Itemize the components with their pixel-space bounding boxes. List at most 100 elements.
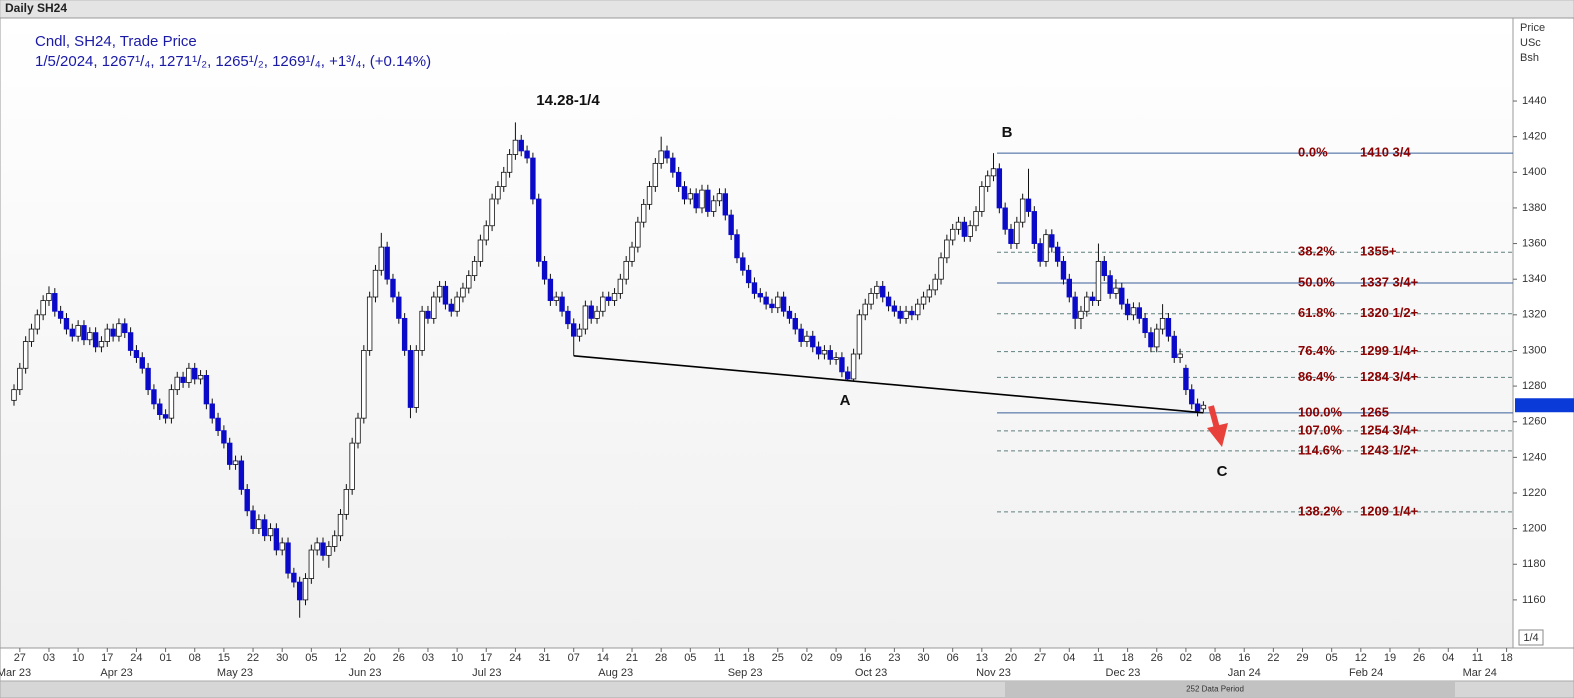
candle-body [681,186,688,200]
candle-body [454,296,460,312]
zoom-label[interactable]: 1/4 [1523,632,1538,644]
candle-body [646,186,653,205]
x-tick-label: 05 [684,652,696,664]
candle-body [250,510,256,530]
fib-value: 1243 1/2+ [1360,442,1419,457]
candle-body [52,293,58,312]
candle-body [442,285,449,305]
candle-body [588,305,594,319]
candle-body [1154,328,1160,348]
candle-body [238,460,245,490]
candle-body [1072,296,1078,319]
candle-body [1183,367,1189,391]
x-tick-label: 18 [743,652,755,664]
candle-body [530,157,536,200]
candle-body [75,325,81,337]
legend-line: Cndl, SH24, Trade Price [35,33,197,50]
candle-body [518,139,524,152]
candle-body [326,546,332,556]
annotation: C [1217,463,1228,480]
candle-body [932,278,938,291]
candle-body [821,350,828,355]
candle-body [955,221,962,230]
fib-percent: 114.6% [1298,442,1342,457]
x-tick-label: 17 [480,652,492,664]
candle-body [547,278,554,301]
candle-body [1043,234,1049,262]
candle-body [331,535,338,547]
candle-body [460,287,466,298]
candle-body [675,171,682,187]
x-tick-label: 01 [159,652,171,664]
candle-body [197,375,204,380]
x-tick-label: 12 [334,652,346,664]
candle-body [745,269,752,284]
candle-body [699,189,705,209]
candle-body [1124,303,1131,316]
candle-body [98,341,105,348]
y-tick-label: 1160 [1522,594,1546,606]
candle-body [984,175,991,187]
candle-body [168,389,175,419]
x-tick-label: 26 [1413,652,1425,664]
x-tick-label: 02 [1180,652,1192,664]
fib-value: 1355+ [1360,244,1397,259]
x-tick-label: 07 [568,652,580,664]
candle-body [961,221,968,237]
y-tick-label: 1420 [1522,131,1546,143]
candle-body [786,310,793,319]
candle-body [693,193,699,209]
month-label: Apr 23 [100,667,132,679]
candle-body [192,367,198,380]
candle-body [355,417,361,444]
candle-body [186,367,192,383]
candle-body [553,296,559,301]
candle-body [909,310,915,316]
candle-body [436,285,443,298]
month-label: Oct 23 [855,667,887,679]
candle-body [915,303,921,316]
candle-body [244,489,250,512]
candle-body [57,310,64,319]
candle-body [885,296,892,307]
candle-body [833,357,839,360]
zoom-box[interactable] [1518,629,1544,646]
month-label: Jun 23 [348,667,381,679]
candle-body [104,328,110,342]
x-tick-label: 11 [1093,652,1104,664]
candle-body [792,317,798,330]
x-tick-label: 29 [1296,652,1308,664]
candle-body [967,225,973,237]
candle-body [769,303,775,309]
candle-body [1177,353,1183,358]
x-tick-label: 19 [1384,652,1396,664]
candle-body [670,157,676,173]
candle-body [1002,207,1008,230]
y-tick-label: 1320 [1522,309,1546,321]
candle-body [839,357,845,373]
candle-body [605,296,612,301]
x-tick-label: 23 [888,652,900,664]
candle-body [780,296,787,312]
y-tick-label: 1220 [1522,487,1546,499]
candle-body [151,389,157,405]
fib-percent: 50.0% [1298,274,1335,289]
fib-value: 1284 3/4+ [1360,369,1419,384]
y-tick-label: 1200 [1522,523,1546,535]
candle-body [63,317,70,330]
scrollbar-thumb[interactable] [1005,682,1455,697]
x-tick-label: 05 [305,652,317,664]
month-label: May 23 [217,667,253,679]
x-tick-label: 16 [859,652,871,664]
candle-body [127,332,134,351]
candle-body [827,350,833,360]
candle-body [1107,275,1113,294]
month-label: Feb 24 [1349,667,1383,679]
candle-body [664,150,670,159]
candle-body [716,193,723,202]
candle-body [740,257,746,271]
candle-body [81,325,87,341]
candle-body [221,430,227,444]
candle-body [920,296,927,305]
candle-body [1089,296,1096,301]
